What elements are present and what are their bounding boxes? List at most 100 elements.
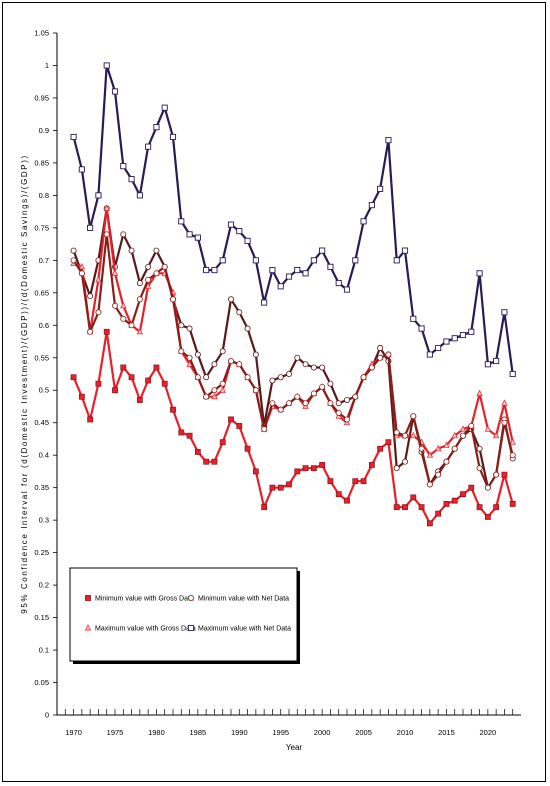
data-point: [103, 328, 110, 335]
data-point: [219, 257, 226, 264]
data-point: [211, 361, 218, 368]
data-point: [203, 458, 210, 465]
data-point: [277, 406, 284, 413]
data-point: [145, 276, 152, 283]
data-point: [418, 445, 425, 452]
data-point: [261, 426, 268, 433]
y-tick-label: 0.4: [39, 451, 49, 460]
data-point: [95, 275, 102, 283]
data-point: [211, 267, 218, 274]
series-max-gross: [70, 204, 516, 458]
x-axis-title: Year: [286, 743, 303, 752]
data-point: [310, 257, 317, 264]
data-point: [476, 270, 483, 277]
data-point: [153, 247, 160, 254]
data-point: [236, 423, 243, 429]
data-point: [169, 133, 177, 140]
data-point: [343, 286, 351, 293]
data-point: [343, 416, 350, 423]
y-tick-label: 0.35: [34, 483, 49, 492]
data-point: [136, 192, 143, 199]
data-point: [244, 325, 251, 332]
data-point: [78, 262, 86, 270]
data-point: [269, 400, 276, 407]
data-point: [120, 315, 127, 322]
data-point: [468, 422, 475, 429]
y-axis: 0 0.05 0.1 0.15 0.2 0.25 0.3 0.35 0.4 0.45 0.5 0.55…: [34, 29, 58, 720]
data-point: [170, 406, 176, 413]
series-line: [72, 330, 514, 525]
data-point: [410, 494, 417, 501]
data-point: [443, 338, 450, 345]
data-point: [385, 351, 392, 358]
data-point: [178, 429, 185, 436]
data-point: [493, 357, 500, 365]
data-point: [484, 484, 491, 491]
legend-label: Maximum value with Net Data: [198, 626, 291, 633]
data-point: [203, 374, 210, 381]
data-point: [476, 445, 483, 452]
data-point: [319, 364, 326, 371]
y-tick-label: 0.6: [39, 321, 49, 330]
y-tick-label: 1: [45, 61, 49, 70]
data-point: [443, 501, 450, 507]
data-point: [426, 520, 433, 527]
data-point: [401, 432, 408, 439]
series-min-gross: [70, 328, 516, 527]
x-tick-label: 1990: [231, 728, 248, 737]
data-point: [385, 439, 392, 446]
data-point: [476, 465, 483, 472]
series-max-net: [70, 62, 516, 378]
data-point: [186, 432, 193, 439]
y-tick-label: 0.1: [39, 646, 49, 655]
data-point: [484, 361, 491, 368]
data-point: [87, 224, 94, 231]
data-point: [302, 270, 309, 277]
data-point: [194, 449, 201, 455]
data-point: [302, 400, 309, 407]
y-tick-label: 1.05: [34, 29, 49, 38]
data-point: [95, 309, 102, 316]
data-point: [335, 409, 342, 416]
data-point: [244, 237, 251, 244]
y-tick-label: 0.7: [39, 256, 49, 265]
data-point: [178, 348, 185, 355]
data-point: [128, 374, 135, 381]
legend: Minimum value with Gross Data Minimum val…: [69, 567, 300, 664]
data-point: [236, 228, 243, 235]
y-tick-label: 0.65: [34, 288, 49, 297]
data-point: [501, 399, 508, 406]
data-point: [327, 400, 334, 407]
data-point: [509, 438, 516, 445]
data-point: [319, 383, 326, 390]
data-point: [85, 595, 91, 601]
data-point: [95, 192, 102, 199]
data-point: [252, 257, 259, 264]
data-point: [286, 481, 292, 488]
data-point: [418, 504, 425, 511]
data-point: [451, 445, 458, 452]
data-point: [451, 431, 458, 439]
data-point: [111, 88, 119, 95]
data-point: [509, 370, 516, 378]
data-point: [136, 280, 143, 287]
legend-entry: Maximum value with Gross Data: [84, 624, 196, 633]
y-tick-label: 0.2: [39, 581, 49, 590]
data-point: [368, 202, 375, 209]
data-point: [393, 465, 400, 472]
data-point: [194, 351, 201, 358]
data-point: [476, 504, 483, 511]
data-point: [227, 358, 234, 365]
data-point: [186, 231, 193, 238]
series-line: [72, 64, 514, 375]
x-tick-label: 2015: [438, 728, 455, 737]
data-point: [410, 413, 417, 420]
x-tick-label: 2000: [314, 728, 331, 737]
data-point: [501, 309, 508, 316]
data-point: [426, 451, 434, 458]
data-point: [343, 396, 350, 403]
data-point: [153, 364, 160, 371]
data-point: [460, 491, 466, 498]
data-point: [227, 296, 234, 303]
data-point: [186, 354, 193, 361]
